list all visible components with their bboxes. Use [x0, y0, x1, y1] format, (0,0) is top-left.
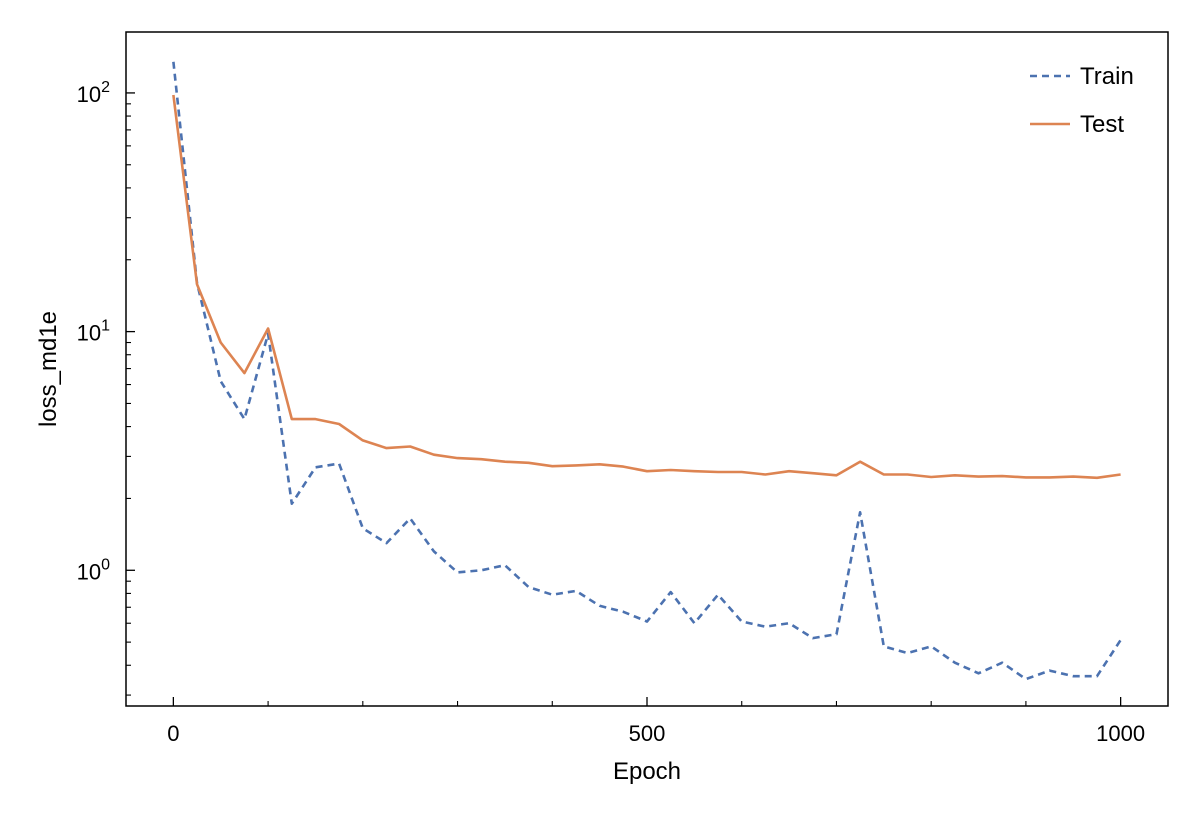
- y-axis-title: loss_md1e: [35, 311, 62, 427]
- y-tick-label: 102: [77, 79, 110, 107]
- y-tick-label: 101: [77, 318, 110, 346]
- x-tick-label: 1000: [1096, 721, 1145, 746]
- legend-label-test: Test: [1080, 111, 1124, 138]
- x-axis-title: Epoch: [613, 758, 681, 785]
- x-tick-label: 500: [629, 721, 666, 746]
- x-tick-label: 0: [167, 721, 179, 746]
- series-line-train: [172, 61, 1122, 681]
- legend: Train Test: [1030, 63, 1134, 138]
- legend-label-train: Train: [1080, 63, 1134, 90]
- y-tick-label: 100: [77, 556, 110, 584]
- axis-ticks: 0 500 1000 100 101 102: [77, 79, 1146, 746]
- series-line-test: [172, 94, 1121, 480]
- plot-frame: [125, 31, 1169, 707]
- series-lines: [172, 61, 1122, 681]
